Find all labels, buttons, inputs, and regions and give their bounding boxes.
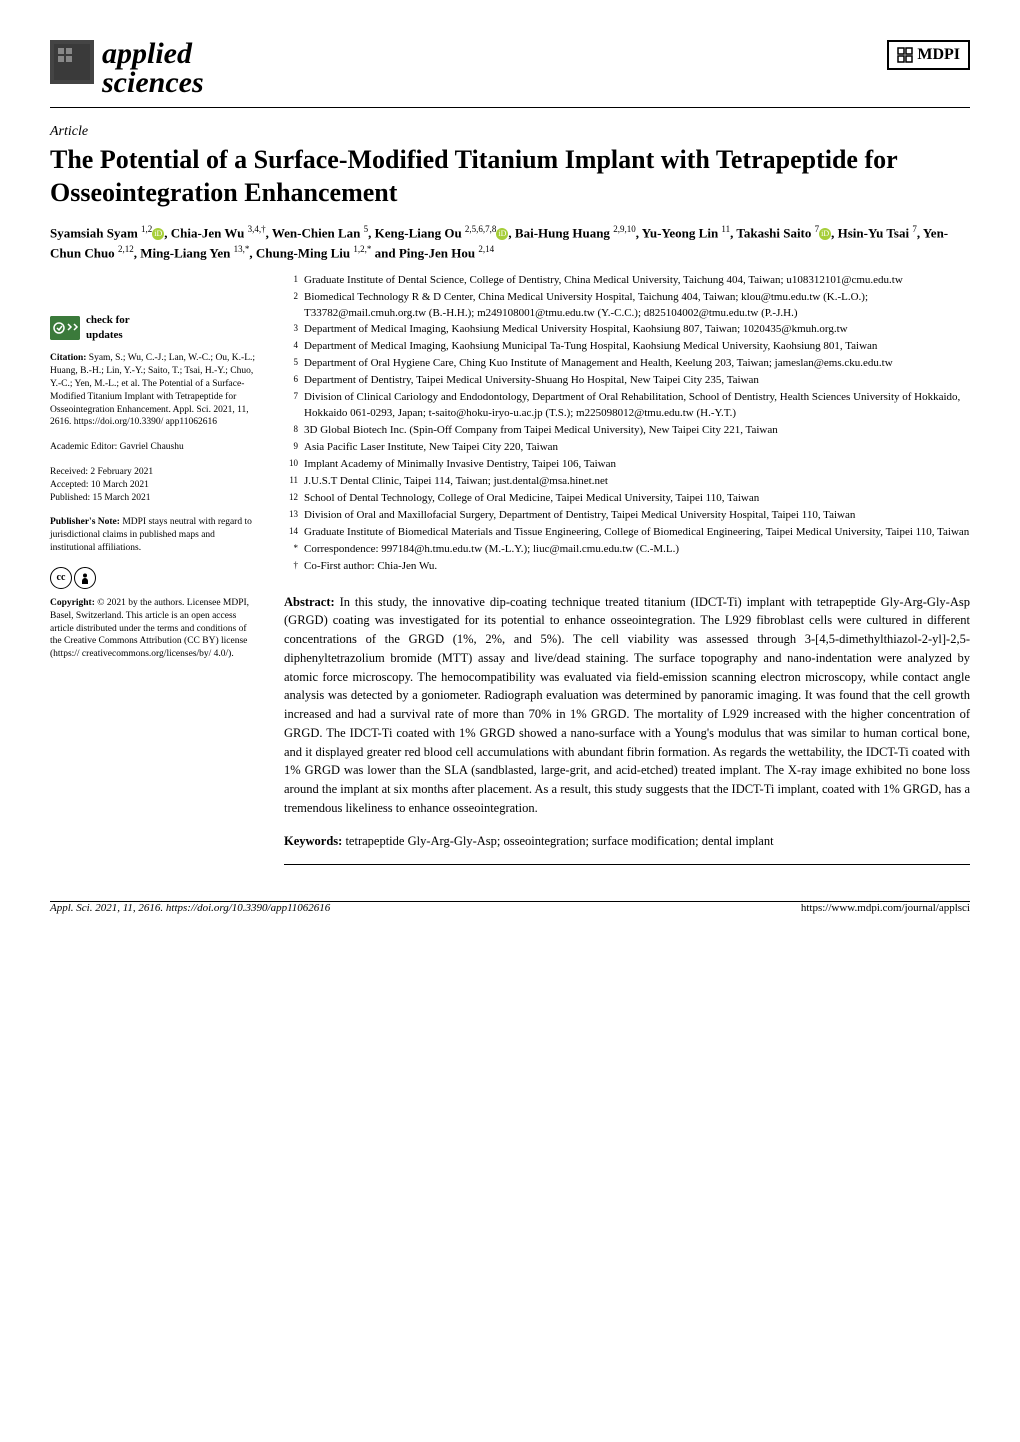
logo-icon (50, 40, 94, 84)
article-title: The Potential of a Surface-Modified Tita… (50, 144, 970, 209)
author: , Yu-Yeong Lin (636, 225, 722, 240)
publisher-logo: MDPI (887, 40, 970, 70)
keywords: Keywords: tetrapeptide Gly-Arg-Gly-Asp; … (284, 832, 970, 851)
author: , Chung-Ming Liu (249, 245, 353, 260)
keywords-divider (284, 864, 970, 865)
orcid-icon: iD (819, 228, 831, 240)
keywords-label: Keywords: (284, 834, 342, 848)
journal-name: appliedsciences (102, 40, 204, 97)
page-footer: Appl. Sci. 2021, 11, 2616. https://doi.o… (0, 902, 1020, 934)
affiliations-list: 1Graduate Institute of Dental Science, C… (284, 273, 970, 575)
author: , Takashi Saito (730, 225, 815, 240)
abstract: Abstract: In this study, the innovative … (284, 593, 970, 818)
cc-by-icon (74, 567, 96, 589)
publisher-note-block: Publisher's Note: MDPI stays neutral wit… (50, 516, 260, 554)
authors-list: Syamsiah Syam 1,2iD, Chia-Jen Wu 3,4,†, … (50, 223, 970, 263)
keywords-text: tetrapeptide Gly-Arg-Gly-Asp; osseointeg… (342, 834, 773, 848)
sidebar: check forupdates Citation: Syam, S.; Wu,… (50, 273, 260, 872)
author: and Ping-Jen Hou (371, 245, 478, 260)
author: , Wen-Chien Lan (266, 225, 364, 240)
copyright-label: Copyright: (50, 598, 95, 608)
citation-block: Citation: Syam, S.; Wu, C.-J.; Lan, W.-C… (50, 352, 260, 429)
orcid-icon: iD (496, 228, 508, 240)
footer-right[interactable]: https://www.mdpi.com/journal/applsci (801, 902, 970, 914)
author: Syamsiah Syam (50, 225, 141, 240)
editor-block: Academic Editor: Gavriel Chaushu (50, 441, 260, 454)
check-updates-label: check forupdates (86, 313, 130, 343)
cc-license-badge: cc (50, 567, 260, 589)
author: , Hsin-Yu Tsai (831, 225, 912, 240)
main-column: 1Graduate Institute of Dental Science, C… (284, 273, 970, 872)
header-divider (50, 107, 970, 108)
page-header: appliedsciences MDPI (50, 40, 970, 97)
copyright-block: Copyright: © 2021 by the authors. Licens… (50, 597, 260, 661)
editor-label: Academic Editor: (50, 442, 120, 452)
pubnote-label: Publisher's Note: (50, 517, 120, 527)
check-updates-icon (50, 316, 80, 340)
cc-icon: cc (50, 567, 72, 589)
abstract-text: In this study, the innovative dip-coatin… (284, 595, 970, 815)
orcid-icon: iD (152, 228, 164, 240)
journal-logo: appliedsciences (50, 40, 204, 97)
publisher-name: MDPI (917, 46, 960, 64)
editor-name: Gavriel Chaushu (120, 442, 184, 452)
citation-text: Syam, S.; Wu, C.-J.; Lan, W.-C.; Ou, K.-… (50, 353, 255, 427)
author: , Keng-Liang Ou (368, 225, 465, 240)
author: , Bai-Hung Huang (508, 225, 613, 240)
mdpi-icon (897, 47, 913, 63)
footer-left: Appl. Sci. 2021, 11, 2616. https://doi.o… (50, 902, 330, 914)
abstract-label: Abstract: (284, 595, 335, 609)
dates-block: Received: 2 February 2021 Accepted: 10 M… (50, 466, 260, 504)
check-updates-badge[interactable]: check forupdates (50, 313, 260, 343)
article-type: Article (50, 124, 970, 140)
author: , Ming-Liang Yen (134, 245, 234, 260)
author: , Chia-Jen Wu (164, 225, 247, 240)
citation-label: Citation: (50, 353, 86, 363)
